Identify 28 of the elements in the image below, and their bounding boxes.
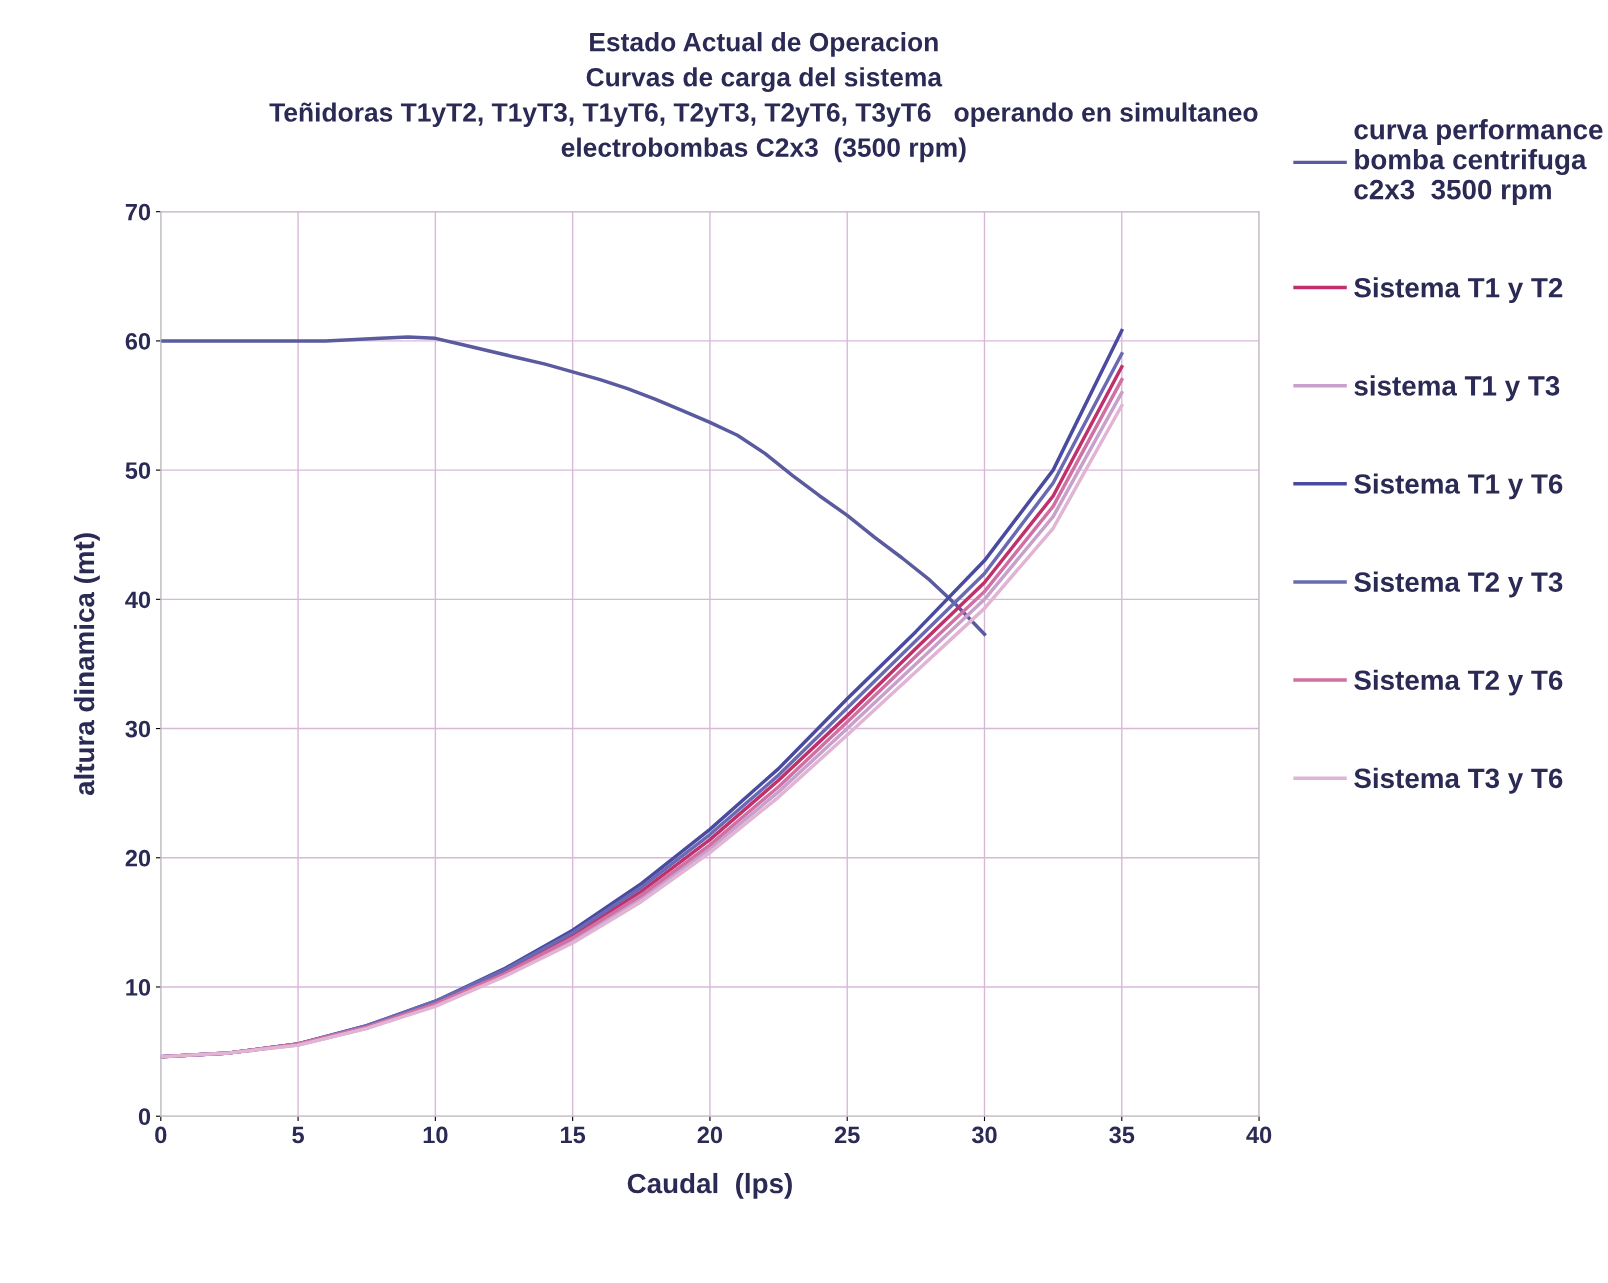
x-tick-label: 40 (1246, 1126, 1272, 1144)
y-tick-label: 10 (126, 979, 151, 996)
x-tick-label: 15 (561, 1126, 586, 1144)
x-tick-label: 30 (971, 1126, 997, 1144)
y-tick-label: 20 (125, 849, 151, 867)
x-tick-label: 20 (697, 1126, 723, 1144)
legend-label: Sistema T1 y T2 (1354, 277, 1563, 304)
y-tick-label: 30 (125, 720, 151, 738)
legend-label: Sistema T2 y T6 (1354, 669, 1563, 696)
line-series (160, 335, 987, 636)
y-tick-label: 50 (125, 462, 151, 479)
x-axis-title: Caudal (lps) (627, 1172, 792, 1199)
legend-label: Sistema T2 y T3 (1354, 571, 1563, 598)
x-tick-label: 10 (423, 1126, 448, 1144)
legend-label: sistema T1 y T3 (1354, 375, 1560, 402)
legend-label: curva performance bomba centrifuga c2x3 3500 rpm (1354, 119, 1603, 205)
x-tick-label: 25 (834, 1126, 860, 1144)
x-tick-label: 0 (155, 1126, 167, 1144)
y-tick-label: 60 (125, 332, 151, 350)
y-axis-title: altura dinamica (mt) (73, 533, 100, 796)
y-tick-label: 0 (138, 1108, 151, 1125)
legend-label: Sistema T1 y T6 (1354, 473, 1563, 500)
y-tick-label: 40 (125, 591, 151, 609)
x-tick-label: 35 (1109, 1126, 1135, 1144)
chart-title: Estado Actual de Operacion Curvas de carga del sistema Teñidoras T1yT2, T1yT3, T1yT6, T2yT3, T2yT6, T3yT6 operando en simultaneo electrobombas C2x3 (3500 rpm) (269, 32, 1258, 163)
legend-label: Sistema T3 y T6 (1354, 767, 1563, 794)
y-tick-label: 70 (125, 203, 151, 221)
x-tick-label: 5 (292, 1126, 304, 1144)
